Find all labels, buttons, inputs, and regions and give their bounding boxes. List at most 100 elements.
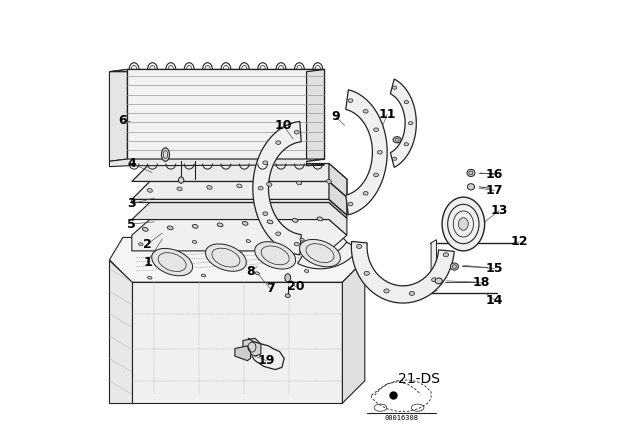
Ellipse shape	[392, 86, 397, 89]
Ellipse shape	[378, 151, 382, 154]
Text: 2: 2	[143, 237, 152, 251]
Ellipse shape	[384, 289, 389, 293]
Polygon shape	[346, 90, 387, 215]
Text: 4: 4	[127, 157, 136, 170]
Polygon shape	[132, 220, 347, 251]
Ellipse shape	[276, 141, 281, 144]
Polygon shape	[109, 69, 127, 161]
Ellipse shape	[143, 228, 148, 231]
Polygon shape	[253, 121, 301, 255]
Ellipse shape	[246, 240, 250, 242]
Ellipse shape	[268, 220, 273, 224]
Ellipse shape	[409, 291, 415, 295]
Text: 17: 17	[486, 184, 504, 197]
Text: 11: 11	[378, 108, 396, 121]
Polygon shape	[235, 346, 251, 361]
Ellipse shape	[147, 189, 152, 192]
Ellipse shape	[317, 217, 323, 221]
Polygon shape	[342, 260, 365, 403]
Polygon shape	[390, 79, 416, 168]
Ellipse shape	[404, 100, 408, 103]
Ellipse shape	[285, 294, 290, 297]
Ellipse shape	[404, 143, 408, 146]
Polygon shape	[329, 164, 347, 197]
Polygon shape	[109, 159, 324, 167]
Ellipse shape	[451, 263, 458, 270]
Ellipse shape	[300, 239, 340, 267]
Polygon shape	[109, 69, 324, 72]
Ellipse shape	[374, 173, 378, 177]
Polygon shape	[132, 282, 342, 403]
Polygon shape	[109, 237, 365, 282]
Ellipse shape	[435, 278, 442, 284]
Polygon shape	[132, 202, 347, 235]
Text: 12: 12	[511, 235, 528, 249]
Ellipse shape	[364, 271, 369, 275]
Ellipse shape	[267, 183, 272, 186]
Ellipse shape	[467, 184, 475, 190]
Ellipse shape	[285, 274, 291, 282]
Ellipse shape	[294, 242, 299, 246]
Ellipse shape	[205, 244, 246, 271]
Text: 20: 20	[287, 280, 304, 293]
Text: 16: 16	[486, 168, 504, 181]
Polygon shape	[329, 181, 347, 215]
Ellipse shape	[408, 122, 413, 125]
Text: 14: 14	[486, 293, 504, 307]
Ellipse shape	[218, 223, 223, 227]
Ellipse shape	[363, 109, 368, 113]
Polygon shape	[351, 241, 454, 303]
Polygon shape	[109, 260, 132, 403]
Ellipse shape	[255, 272, 259, 275]
Polygon shape	[298, 242, 359, 269]
Text: 15: 15	[486, 262, 504, 276]
Ellipse shape	[161, 148, 170, 161]
Text: 7: 7	[266, 282, 275, 296]
Text: 18: 18	[472, 276, 490, 289]
Ellipse shape	[193, 241, 196, 243]
Ellipse shape	[356, 245, 362, 248]
Ellipse shape	[300, 238, 304, 241]
Ellipse shape	[243, 221, 248, 225]
Polygon shape	[132, 181, 347, 215]
Polygon shape	[132, 199, 347, 218]
Text: 13: 13	[490, 204, 508, 217]
Text: 3: 3	[127, 197, 136, 211]
Ellipse shape	[168, 226, 173, 230]
Ellipse shape	[348, 202, 353, 206]
Text: 21-DS: 21-DS	[397, 371, 440, 386]
Ellipse shape	[263, 212, 268, 215]
Ellipse shape	[444, 253, 449, 257]
Text: 8: 8	[246, 264, 255, 278]
Polygon shape	[132, 164, 347, 197]
Ellipse shape	[139, 243, 143, 246]
Ellipse shape	[263, 161, 268, 164]
Ellipse shape	[148, 276, 152, 279]
Ellipse shape	[193, 224, 198, 228]
Ellipse shape	[431, 278, 437, 282]
Text: 5: 5	[127, 217, 136, 231]
Text: 9: 9	[332, 110, 340, 123]
Ellipse shape	[305, 270, 308, 272]
Ellipse shape	[467, 169, 475, 177]
Ellipse shape	[326, 180, 332, 183]
Polygon shape	[127, 69, 324, 159]
Ellipse shape	[177, 187, 182, 191]
Text: 6: 6	[118, 114, 127, 128]
Ellipse shape	[442, 197, 484, 251]
Text: 00016308: 00016308	[385, 414, 419, 421]
Ellipse shape	[348, 99, 353, 103]
Ellipse shape	[152, 248, 193, 276]
Text: 10: 10	[275, 119, 292, 132]
Ellipse shape	[237, 184, 242, 188]
Ellipse shape	[255, 241, 296, 269]
Ellipse shape	[296, 181, 301, 185]
Ellipse shape	[207, 185, 212, 189]
Ellipse shape	[374, 128, 378, 132]
Ellipse shape	[179, 177, 184, 183]
Polygon shape	[243, 338, 261, 356]
Ellipse shape	[363, 192, 368, 195]
Ellipse shape	[202, 274, 205, 277]
Ellipse shape	[393, 137, 401, 143]
Ellipse shape	[294, 130, 299, 134]
